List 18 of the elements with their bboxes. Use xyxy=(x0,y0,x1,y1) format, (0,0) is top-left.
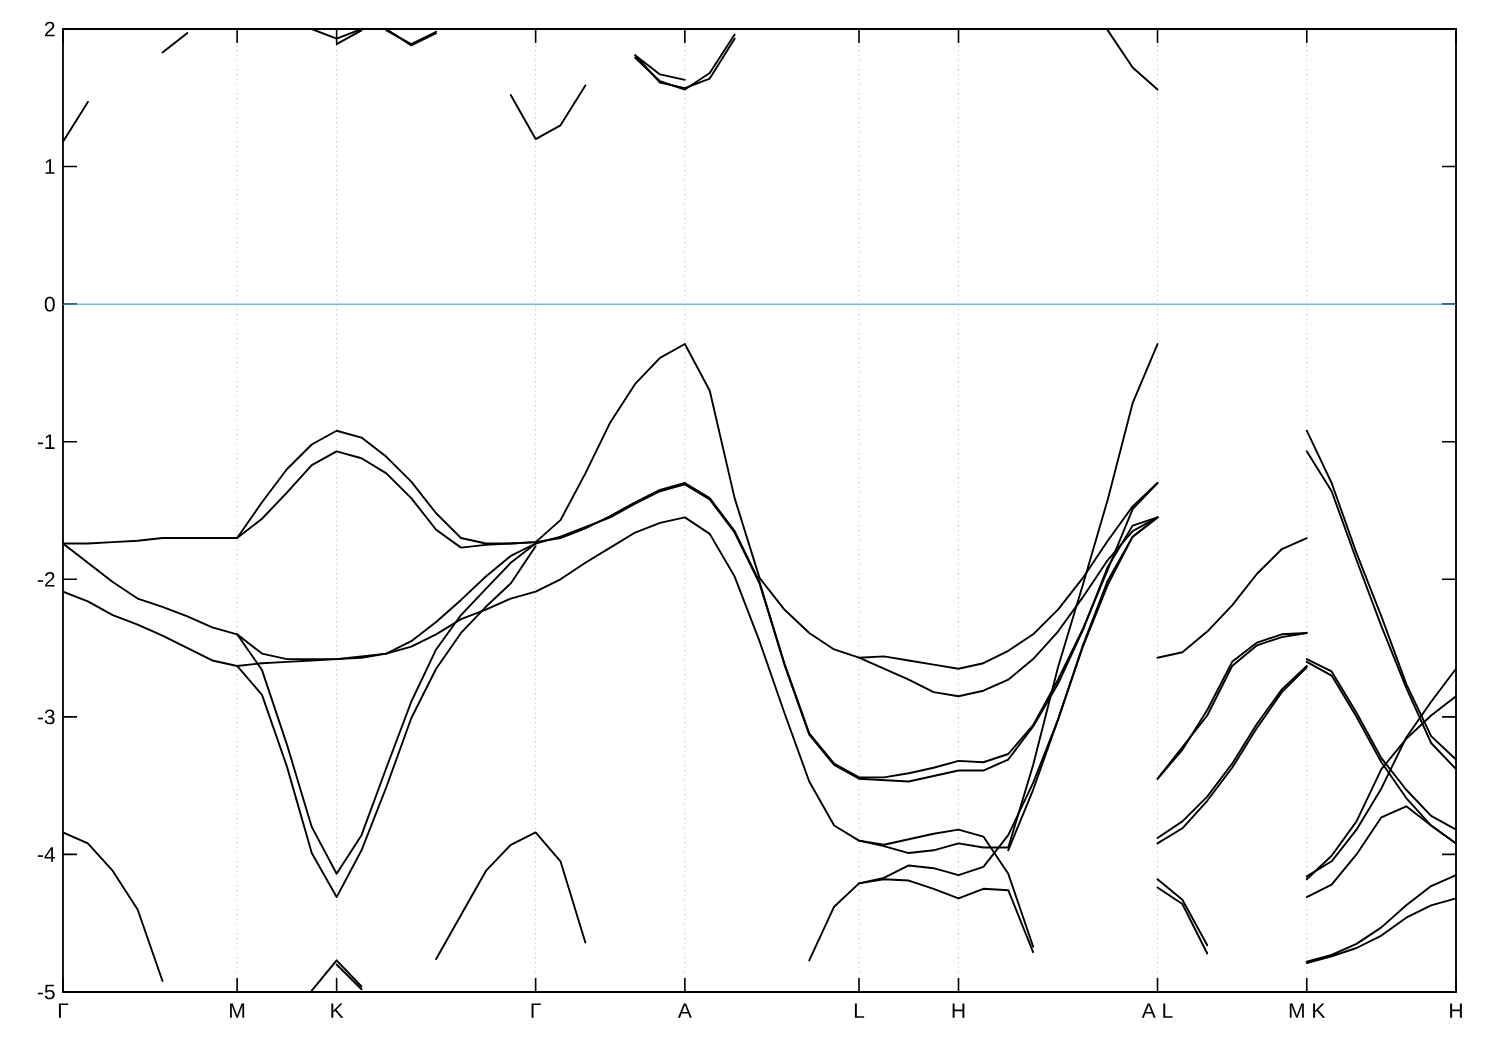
y-tick-label: 2 xyxy=(44,21,55,37)
x-tick-label: K xyxy=(331,1003,344,1018)
y-tick-label: -5 xyxy=(37,984,55,1000)
y-tick-label: -4 xyxy=(37,847,55,862)
x-tick-label: H xyxy=(952,1003,965,1018)
x-tick-label: L xyxy=(854,1003,865,1018)
y-tick-label: 1 xyxy=(45,159,55,174)
y-tick-label: -2 xyxy=(37,571,55,587)
y-tick-label: -1 xyxy=(37,434,55,449)
x-tick-label: M xyxy=(230,1003,245,1018)
y-tick-label: 0 xyxy=(44,296,55,312)
x-tick-label: H xyxy=(1450,1003,1462,1018)
x-tick-label: A L xyxy=(1141,1003,1173,1018)
x-tick-label: M K xyxy=(1289,1003,1326,1018)
x-tick-label: A xyxy=(677,1003,692,1018)
y-tick-label: -3 xyxy=(37,709,55,725)
x-tick-label: Γ xyxy=(58,1003,69,1018)
x-tick-label: Γ xyxy=(531,1003,541,1018)
